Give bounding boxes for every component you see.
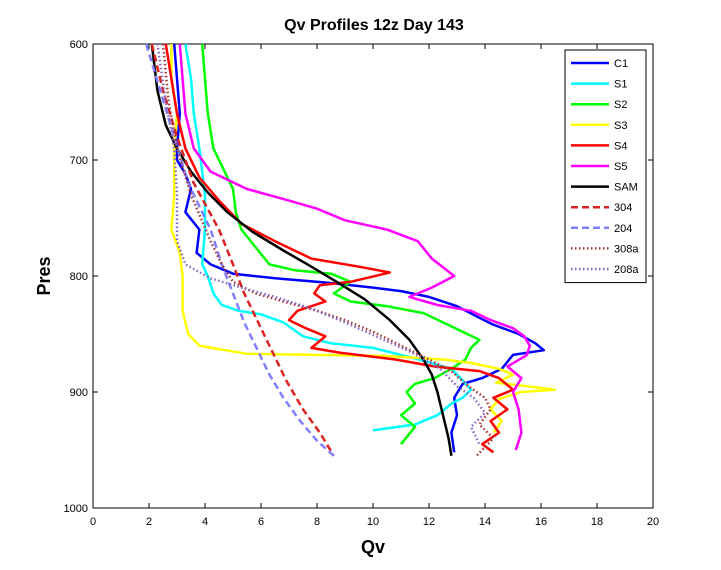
y-tick-label: 900 — [70, 387, 88, 399]
y-tick-label: 600 — [70, 39, 88, 51]
legend-label: 304 — [614, 202, 632, 214]
x-tick-label: 0 — [90, 516, 96, 528]
series-lines — [145, 43, 557, 457]
legend-label: S2 — [614, 99, 627, 111]
legend-label: S5 — [614, 161, 627, 173]
x-tick-label: 18 — [591, 516, 603, 528]
series-line-204 — [145, 43, 335, 457]
legend-label: S4 — [614, 140, 627, 152]
y-axis-label: Pres — [34, 256, 54, 295]
series-line-s4 — [164, 43, 515, 454]
x-tick-label: 14 — [479, 516, 491, 528]
legend-label: 208a — [614, 264, 639, 276]
x-tick-label: 4 — [202, 516, 208, 528]
legend-label: 204 — [614, 223, 632, 235]
series-line-s3 — [170, 44, 557, 434]
legend-label: SAM — [614, 182, 638, 194]
axis-ticks: 0 2 4 6 8 10 12 14 16 18 20 600 700 800 900 1000 — [64, 39, 660, 528]
x-tick-label: 2 — [146, 516, 152, 528]
x-tick-label: 12 — [423, 516, 435, 528]
series-line-s5 — [178, 43, 532, 451]
y-tick-label: 1000 — [64, 503, 88, 515]
series-line-304 — [150, 43, 335, 457]
series-line-208a — [156, 43, 487, 445]
series-line-s1 — [184, 43, 473, 432]
legend-label: S1 — [614, 79, 627, 91]
x-tick-label: 20 — [647, 516, 659, 528]
y-tick-label: 700 — [70, 155, 88, 167]
x-tick-label: 10 — [367, 516, 379, 528]
x-tick-label: 6 — [258, 516, 264, 528]
legend: C1 S1 S2 S3 S4 S5 SAM 304 204 308a 208a — [564, 49, 647, 284]
x-tick-label: 8 — [314, 516, 320, 528]
y-tick-label: 800 — [70, 271, 88, 283]
x-axis-label: Qv — [361, 537, 385, 557]
series-line-308a — [161, 43, 495, 457]
x-tick-label: 16 — [535, 516, 547, 528]
legend-label: 308a — [614, 243, 639, 255]
legend-label: S3 — [614, 120, 627, 132]
chart-title: Qv Profiles 12z Day 143 — [284, 17, 464, 34]
legend-label: C1 — [614, 58, 628, 70]
